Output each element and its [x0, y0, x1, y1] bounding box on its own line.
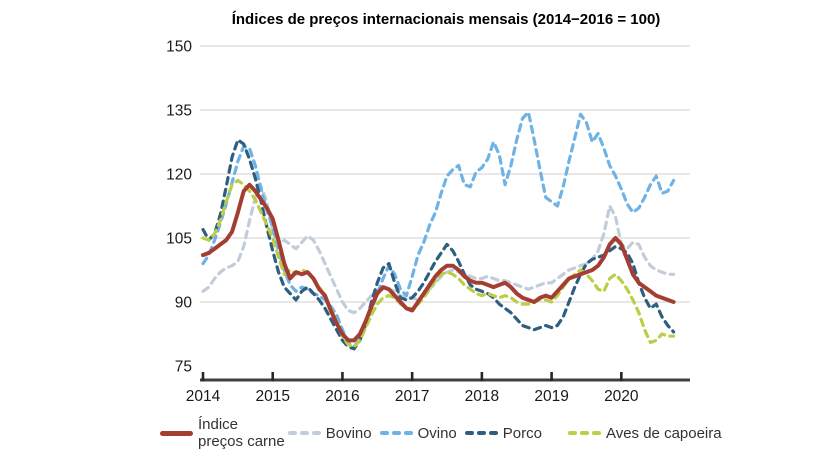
legend-swatch-dashed-line	[379, 430, 413, 436]
legend-label-aves-de-capoeira: Aves de capoeira	[605, 424, 722, 442]
chart-title: Índices de preços internacionais mensais…	[231, 11, 661, 28]
x-tick-label-2018: 2018	[465, 388, 499, 405]
x-tick-label-2019: 2019	[534, 388, 568, 405]
legend-item-bovino: Bovino	[287, 424, 372, 442]
legend-item-indice-precos-carne: Índice preços carne	[160, 416, 285, 450]
legend-item-porco: Porco	[464, 424, 542, 442]
legend-label-line-1: Índice	[198, 416, 239, 433]
legend-label-ovino: Ovino	[417, 424, 457, 442]
x-tick-label-2015: 2015	[255, 388, 289, 405]
y-tick-label-105: 105	[166, 231, 192, 248]
legend-swatch-solid-line	[160, 430, 193, 436]
series-line-aves-de-capoeira	[201, 178, 676, 349]
series-line-bovino	[201, 185, 676, 315]
legend-item-ovino: Ovino	[379, 424, 457, 442]
x-tick-label-2020: 2020	[604, 388, 639, 405]
legend-label-porco: Porco	[502, 424, 542, 442]
series-line-porco	[201, 138, 676, 351]
series-line-indice-precos-carne	[201, 182, 676, 343]
legend: Índice preços carne Bovino Ovino Porco	[160, 416, 722, 450]
legend-label-line-2: preços carne	[198, 433, 285, 450]
x-tick-label-2017: 2017	[395, 388, 429, 405]
y-tick-label-120: 120	[166, 167, 192, 184]
legend-swatch-dashed-line	[567, 430, 601, 436]
y-tick-label-90: 90	[175, 295, 193, 312]
y-tick-label-150: 150	[166, 39, 192, 56]
x-tick-label-2016: 2016	[325, 388, 359, 405]
series-line-ovino	[201, 110, 676, 349]
legend-swatch-dashed-line	[287, 430, 321, 436]
y-tick-label-75: 75	[175, 359, 192, 376]
legend-swatch-dashed-line	[464, 430, 498, 436]
legend-item-aves-de-capoeira: Aves de capoeira	[567, 424, 722, 442]
x-tick-label-2014: 2014	[186, 388, 221, 405]
legend-label-indice-precos-carne: Índice preços carne	[198, 416, 285, 450]
y-tick-label-135: 135	[166, 103, 192, 120]
legend-label-bovino: Bovino	[325, 424, 372, 442]
